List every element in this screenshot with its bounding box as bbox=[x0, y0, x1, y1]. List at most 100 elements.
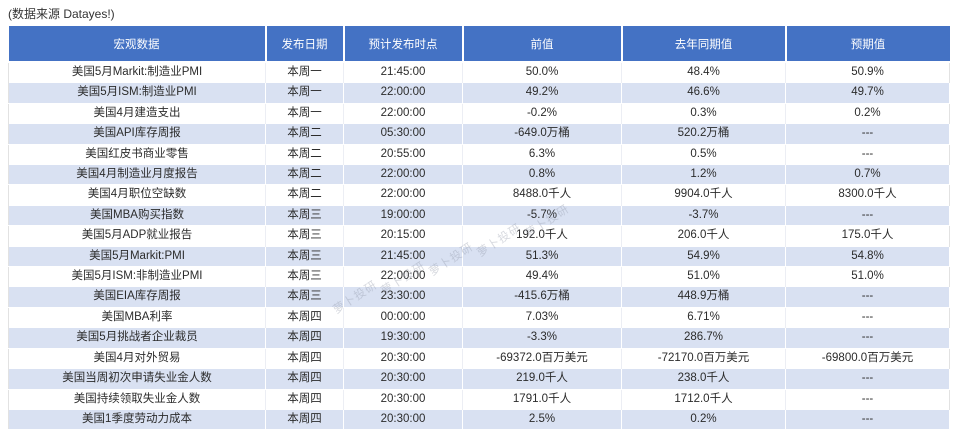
column-header: 宏观数据 bbox=[8, 26, 267, 63]
table-cell: 美国MBA购买指数 bbox=[8, 204, 266, 227]
table-cell: 20:30:00 bbox=[343, 389, 463, 410]
table-cell: 286.7% bbox=[621, 327, 786, 349]
table-cell: 本周三 bbox=[265, 245, 344, 268]
table-cell: 19:00:00 bbox=[343, 204, 463, 227]
table-cell: --- bbox=[785, 327, 950, 349]
table-row: 美国红皮书商业零售 本周二 20:55:00 6.3% 0.5% --- bbox=[8, 144, 950, 165]
table-cell: 46.6% bbox=[621, 82, 786, 104]
macro-table: 宏观数据 发布日期 预计发布时点 前值 去年同期值 预期值 美国5月Markit:制造业P… bbox=[8, 26, 950, 430]
table-cell: 54.9% bbox=[621, 245, 786, 268]
table-cell: 美国4月对外贸易 bbox=[8, 348, 266, 369]
table-cell: 22:00:00 bbox=[343, 103, 463, 124]
table-cell: 0.8% bbox=[462, 164, 622, 186]
table-cell: 51.0% bbox=[621, 266, 786, 287]
table-cell: --- bbox=[785, 408, 950, 430]
table-cell: --- bbox=[785, 307, 950, 328]
table-cell: --- bbox=[785, 368, 950, 390]
table-cell: -69372.0百万美元 bbox=[462, 348, 622, 369]
table-cell: 本周三 bbox=[265, 266, 344, 287]
table-cell: 7.03% bbox=[462, 307, 622, 328]
table-cell: 22:00:00 bbox=[343, 164, 463, 186]
table-cell: 22:00:00 bbox=[343, 266, 463, 287]
table-cell: 本周四 bbox=[265, 408, 344, 430]
table-cell: 美国4月制造业月度报告 bbox=[8, 164, 266, 186]
table-cell: 50.0% bbox=[462, 62, 622, 83]
table-cell: 本周三 bbox=[265, 286, 344, 308]
table-cell: 1.2% bbox=[621, 164, 786, 186]
table-cell: 本周四 bbox=[265, 348, 344, 369]
table-row: 美国MBA利率 本周四 00:00:00 7.03% 6.71% --- bbox=[8, 307, 950, 328]
table-cell: --- bbox=[785, 286, 950, 308]
table-cell: -5.7% bbox=[462, 204, 622, 227]
table-row: 美国5月ISM:制造业PMI 本周一 22:00:00 49.2% 46.6% 49.7% bbox=[8, 82, 950, 104]
table-cell: -69800.0百万美元 bbox=[785, 348, 950, 369]
table-cell: 本周二 bbox=[265, 184, 344, 206]
table-cell: -415.6万桶 bbox=[462, 286, 622, 308]
table-cell: 本周三 bbox=[265, 225, 344, 247]
table-cell: 05:30:00 bbox=[343, 123, 463, 145]
table-row: 美国5月Markit:PMI 本周三 21:45:00 51.3% 54.9% 54.8% bbox=[8, 245, 950, 268]
table-row: 美国4月建造支出 本周一 22:00:00 -0.2% 0.3% 0.2% bbox=[8, 103, 950, 124]
table-cell: --- bbox=[785, 144, 950, 165]
table-cell: 219.0千人 bbox=[462, 368, 622, 390]
table-row: 美国5月挑战者企业裁员 本周四 19:30:00 -3.3% 286.7% --- bbox=[8, 327, 950, 349]
table-cell: 0.7% bbox=[785, 164, 950, 186]
table-cell: 0.3% bbox=[621, 103, 786, 124]
table-cell: 20:30:00 bbox=[343, 348, 463, 369]
table-cell: 美国5月ADP就业报告 bbox=[8, 225, 266, 247]
table-row: 美国持续领取失业金人数 本周四 20:30:00 1791.0千人 1712.0千人 --… bbox=[8, 389, 950, 410]
table-cell: 美国API库存周报 bbox=[8, 123, 266, 145]
table-cell: 本周四 bbox=[265, 389, 344, 410]
table-cell: 8300.0千人 bbox=[785, 184, 950, 206]
table-row: 美国4月职位空缺数 本周二 22:00:00 8488.0千人 9904.0千人 8300… bbox=[8, 184, 950, 206]
table-cell: 美国当周初次申请失业金人数 bbox=[8, 368, 266, 390]
table-cell: 49.2% bbox=[462, 82, 622, 104]
table-cell: 本周一 bbox=[265, 103, 344, 124]
table-cell: 6.71% bbox=[621, 307, 786, 328]
table-cell: 0.2% bbox=[785, 103, 950, 124]
table-cell: -72170.0百万美元 bbox=[621, 348, 786, 369]
table-cell: 00:00:00 bbox=[343, 307, 463, 328]
table-cell: 520.2万桶 bbox=[621, 123, 786, 145]
table-row: 美国5月ISM:非制造业PMI 本周三 22:00:00 49.4% 51.0% 51.0… bbox=[8, 266, 950, 287]
table-cell: 美国4月建造支出 bbox=[8, 103, 266, 124]
table-row: 美国4月制造业月度报告 本周二 22:00:00 0.8% 1.2% 0.7% bbox=[8, 164, 950, 186]
table-cell: 美国1季度劳动力成本 bbox=[8, 408, 266, 430]
table-cell: 1712.0千人 bbox=[621, 389, 786, 410]
table-cell: 本周四 bbox=[265, 307, 344, 328]
table-row: 美国MBA购买指数 本周三 19:00:00 -5.7% -3.7% --- bbox=[8, 204, 950, 227]
table-cell: 本周一 bbox=[265, 82, 344, 104]
table-cell: -649.0万桶 bbox=[462, 123, 622, 145]
table-cell: 175.0千人 bbox=[785, 225, 950, 247]
table-cell: 本周二 bbox=[265, 164, 344, 186]
table-cell: 238.0千人 bbox=[621, 368, 786, 390]
table-cell: 美国4月职位空缺数 bbox=[8, 184, 266, 206]
table-cell: 8488.0千人 bbox=[462, 184, 622, 206]
table-cell: 美国5月Markit:PMI bbox=[8, 245, 266, 268]
table-row: 美国5月Markit:制造业PMI 本周一 21:45:00 50.0% 48.4% 50… bbox=[8, 62, 950, 83]
table-cell: 206.0千人 bbox=[621, 225, 786, 247]
column-header: 前值 bbox=[462, 26, 623, 63]
column-header: 预期值 bbox=[785, 26, 950, 63]
table-cell: 1791.0千人 bbox=[462, 389, 622, 410]
table-cell: 20:30:00 bbox=[343, 368, 463, 390]
table-cell: --- bbox=[785, 123, 950, 145]
table-cell: 6.3% bbox=[462, 144, 622, 165]
table-cell: 美国5月挑战者企业裁员 bbox=[8, 327, 266, 349]
table-cell: 51.3% bbox=[462, 245, 622, 268]
table-cell: 20:15:00 bbox=[343, 225, 463, 247]
table-body: 美国5月Markit:制造业PMI 本周一 21:45:00 50.0% 48.4% 50… bbox=[8, 62, 950, 430]
table-cell: 美国EIA库存周报 bbox=[8, 286, 266, 308]
table-row: 美国5月ADP就业报告 本周三 20:15:00 192.0千人 206.0千人 175.… bbox=[8, 225, 950, 247]
table-cell: 192.0千人 bbox=[462, 225, 622, 247]
table-cell: -3.7% bbox=[621, 204, 786, 227]
header-row: 宏观数据 发布日期 预计发布时点 前值 去年同期值 预期值 bbox=[8, 26, 950, 63]
table-cell: 23:30:00 bbox=[343, 286, 463, 308]
table-cell: 0.2% bbox=[621, 408, 786, 430]
table-cell: 2.5% bbox=[462, 408, 622, 430]
table-cell: 美国5月Markit:制造业PMI bbox=[8, 62, 266, 83]
table-cell: 9904.0千人 bbox=[621, 184, 786, 206]
table-cell: -3.3% bbox=[462, 327, 622, 349]
table-row: 美国当周初次申请失业金人数 本周四 20:30:00 219.0千人 238.0千人 --… bbox=[8, 368, 950, 390]
table-row: 美国1季度劳动力成本 本周四 20:30:00 2.5% 0.2% --- bbox=[8, 408, 950, 430]
